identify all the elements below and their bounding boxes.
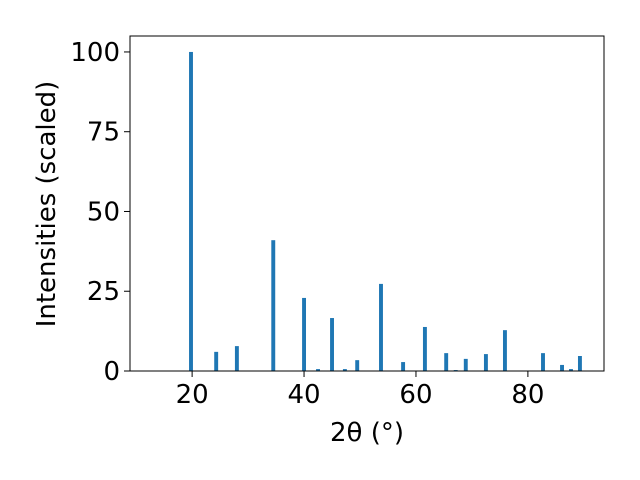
x-tick-label: 60 (399, 380, 432, 410)
bar (569, 369, 573, 371)
y-axis-label: Intensities (scaled) (32, 81, 62, 328)
y-tick-label: 25 (87, 277, 120, 307)
x-tick-label: 80 (511, 380, 544, 410)
bar (541, 353, 545, 371)
x-tick-label: 40 (287, 380, 320, 410)
bar (342, 369, 347, 371)
bar (463, 358, 468, 371)
bar (444, 353, 449, 371)
bar (271, 240, 276, 371)
bar (330, 318, 334, 371)
y-tick-label: 100 (70, 38, 120, 68)
x-axis-label: 2θ (°) (330, 418, 404, 448)
bar (422, 326, 427, 371)
bar (302, 297, 307, 371)
bar (214, 351, 219, 371)
y-tick-label: 50 (87, 197, 120, 227)
bar (379, 283, 383, 371)
y-tick-label: 0 (103, 357, 120, 387)
bar (401, 362, 406, 371)
bar (560, 364, 564, 371)
x-tick-label: 20 (176, 380, 209, 410)
bar (502, 330, 507, 371)
bar (355, 360, 360, 371)
bar (189, 51, 193, 371)
bar (577, 356, 582, 371)
bar (234, 346, 239, 371)
bar (483, 354, 488, 371)
y-tick-label: 75 (87, 118, 120, 148)
plot-frame (129, 35, 605, 372)
bar (316, 369, 320, 371)
